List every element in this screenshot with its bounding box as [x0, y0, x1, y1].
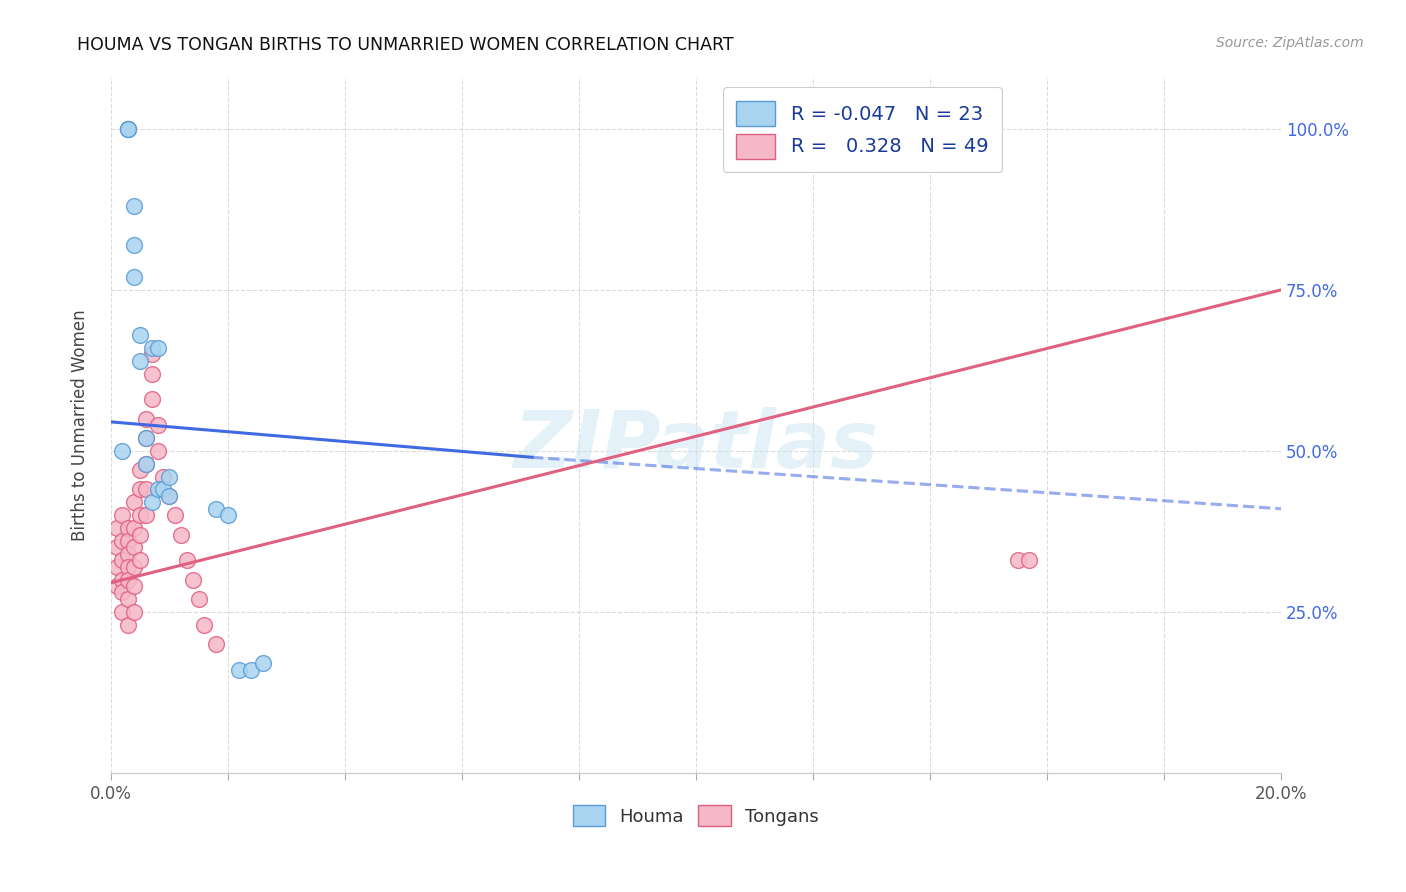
Point — [146, 483, 169, 497]
Point — [122, 541, 145, 555]
Point — [129, 527, 152, 541]
Point — [205, 501, 228, 516]
Point — [205, 637, 228, 651]
Text: Source: ZipAtlas.com: Source: ZipAtlas.com — [1216, 36, 1364, 50]
Point — [117, 122, 139, 136]
Point — [122, 521, 145, 535]
Point — [122, 605, 145, 619]
Point — [165, 508, 187, 523]
Point — [117, 122, 139, 136]
Point — [117, 559, 139, 574]
Point — [135, 483, 157, 497]
Point — [141, 367, 163, 381]
Point — [141, 341, 163, 355]
Y-axis label: Births to Unmarried Women: Births to Unmarried Women — [72, 310, 89, 541]
Text: ZIPatlas: ZIPatlas — [513, 407, 879, 485]
Point — [122, 579, 145, 593]
Point — [122, 199, 145, 213]
Point — [187, 591, 209, 606]
Point — [141, 392, 163, 407]
Point — [105, 541, 128, 555]
Point — [228, 663, 250, 677]
Point — [111, 533, 134, 548]
Point — [117, 122, 139, 136]
Point — [176, 553, 198, 567]
Point — [117, 547, 139, 561]
Point — [135, 508, 157, 523]
Point — [170, 527, 193, 541]
Point — [117, 591, 139, 606]
Text: HOUMA VS TONGAN BIRTHS TO UNMARRIED WOMEN CORRELATION CHART: HOUMA VS TONGAN BIRTHS TO UNMARRIED WOME… — [77, 36, 734, 54]
Point — [1018, 553, 1040, 567]
Point — [111, 443, 134, 458]
Point — [129, 483, 152, 497]
Point — [157, 469, 180, 483]
Point — [152, 483, 174, 497]
Point — [157, 489, 180, 503]
Point — [141, 347, 163, 361]
Point — [105, 521, 128, 535]
Point — [111, 508, 134, 523]
Point — [117, 617, 139, 632]
Point — [240, 663, 263, 677]
Point — [141, 495, 163, 509]
Point — [111, 553, 134, 567]
Point — [135, 411, 157, 425]
Point — [135, 431, 157, 445]
Point — [193, 617, 215, 632]
Point — [111, 605, 134, 619]
Point — [117, 573, 139, 587]
Point — [129, 463, 152, 477]
Point — [1007, 553, 1029, 567]
Point — [117, 533, 139, 548]
Point — [111, 573, 134, 587]
Point — [157, 489, 180, 503]
Point — [181, 573, 204, 587]
Point — [146, 341, 169, 355]
Point — [122, 270, 145, 285]
Point — [146, 443, 169, 458]
Point — [122, 559, 145, 574]
Point — [111, 585, 134, 599]
Point — [252, 657, 274, 671]
Point — [217, 508, 239, 523]
Point — [105, 559, 128, 574]
Point — [146, 418, 169, 433]
Point — [135, 431, 157, 445]
Point — [129, 353, 152, 368]
Point — [152, 469, 174, 483]
Point — [135, 457, 157, 471]
Point — [129, 553, 152, 567]
Point — [129, 328, 152, 343]
Point — [117, 521, 139, 535]
Point — [122, 495, 145, 509]
Point — [135, 457, 157, 471]
Point — [122, 237, 145, 252]
Legend: Houma, Tongans: Houma, Tongans — [565, 798, 827, 833]
Point — [129, 508, 152, 523]
Point — [105, 579, 128, 593]
